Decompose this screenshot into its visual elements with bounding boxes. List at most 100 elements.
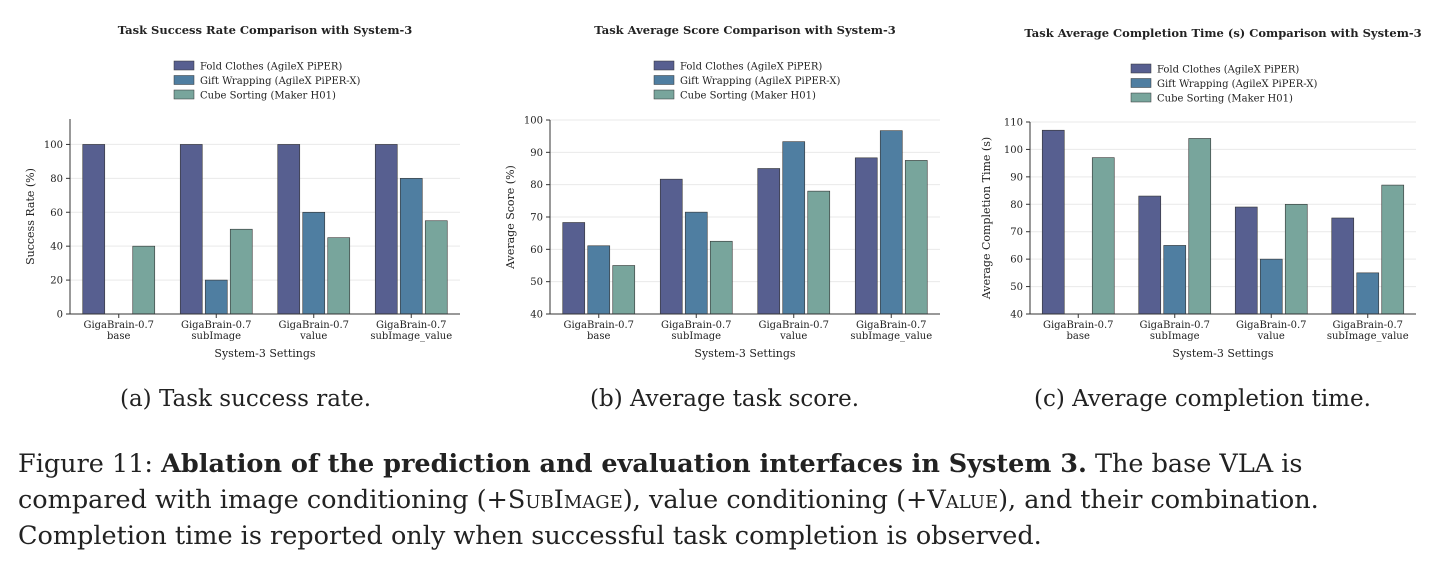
success-rate-bar-chart: Task Success Rate Comparison with System… — [24, 23, 460, 360]
chart-title: Task Average Score Comparison with Syste… — [594, 23, 895, 37]
caption-text-2: ), value conditioning (+ — [622, 485, 928, 515]
y-tick-label: 40 — [50, 242, 63, 253]
y-tick-label: 60 — [1010, 255, 1023, 266]
legend-swatch-fold — [173, 60, 195, 71]
y-tick-label: 90 — [530, 148, 543, 159]
bar-cube — [132, 245, 156, 315]
bar-fold — [854, 157, 878, 315]
bar-fold — [1331, 217, 1355, 315]
subcaption-c: (c) Average completion time. — [1034, 386, 1371, 412]
x-tick-label: subImage — [191, 331, 241, 342]
bar-fold — [82, 144, 106, 315]
bar-gift — [204, 279, 228, 315]
y-tick-label: 20 — [50, 276, 63, 287]
legend-swatch-fold — [653, 60, 675, 71]
bar-fold — [1041, 129, 1065, 315]
y-tick-label: 100 — [44, 140, 63, 151]
x-tick-label: value — [299, 331, 327, 342]
y-tick-label: 80 — [1010, 200, 1023, 211]
x-tick-label: GigaBrain-0.7 — [278, 320, 349, 331]
x-tick-label: GigaBrain-0.7 — [376, 320, 447, 331]
caption-value: Value — [927, 485, 999, 515]
y-axis-label: Average Score (%) — [504, 165, 517, 270]
bar-cube — [327, 237, 351, 315]
y-tick-label: 0 — [57, 310, 63, 321]
y-axis-label: Average Completion Time (s) — [980, 137, 993, 300]
x-axis-label: System-3 Settings — [694, 347, 795, 360]
caption-text-1: The base VLA is compared with image cond… — [18, 449, 1303, 515]
bar-gift — [587, 245, 611, 315]
bar-cube — [904, 160, 928, 315]
bar-gift — [782, 141, 806, 315]
legend-swatch-gift — [1130, 78, 1152, 88]
x-axis-label: System-3 Settings — [214, 347, 315, 360]
bar-cube — [1188, 138, 1212, 315]
x-tick-label: subImage — [671, 331, 721, 342]
chart-title: Task Success Rate Comparison with System… — [118, 23, 413, 37]
legend-label-fold: Fold Clothes (AgileX PiPER) — [1157, 65, 1299, 76]
x-tick-label: value — [779, 331, 807, 342]
x-tick-label: GigaBrain-0.7 — [1236, 320, 1307, 331]
bar-fold — [659, 178, 683, 315]
bar-cube — [1284, 203, 1308, 315]
y-tick-label: 70 — [1010, 227, 1023, 238]
chart-panel-completion-time: Task Average Completion Time (s) Compari… — [960, 0, 1444, 370]
x-tick-label: GigaBrain-0.7 — [563, 320, 634, 331]
x-tick-label: base — [1067, 331, 1090, 342]
x-tick-label: GigaBrain-0.7 — [1332, 320, 1403, 331]
y-tick-label: 60 — [50, 208, 63, 219]
chart-title: Task Average Completion Time (s) Compari… — [1024, 26, 1421, 40]
legend-label-cube: Cube Sorting (Maker H01) — [680, 91, 816, 102]
y-axis-label: Success Rate (%) — [24, 168, 37, 265]
x-tick-label: subImage_value — [1327, 331, 1409, 342]
bar-fold — [374, 144, 398, 315]
x-tick-label: GigaBrain-0.7 — [758, 320, 829, 331]
y-tick-label: 110 — [1004, 118, 1023, 129]
y-tick-label: 50 — [1010, 282, 1023, 293]
bar-gift — [684, 211, 708, 315]
legend-swatch-gift — [653, 75, 675, 85]
legend-swatch-gift — [173, 75, 195, 85]
x-tick-label: value — [1257, 331, 1285, 342]
chart-panel-success-rate: Task Success Rate Comparison with System… — [0, 0, 480, 370]
legend-label-gift: Gift Wrapping (AgileX PiPER-X) — [680, 76, 840, 87]
x-tick-label: GigaBrain-0.7 — [83, 320, 154, 331]
legend-swatch-cube — [1130, 92, 1152, 103]
caption-title: Ablation of the prediction and evaluatio… — [161, 449, 1087, 479]
average-score-bar-chart: Task Average Score Comparison with Syste… — [504, 23, 940, 360]
legend-swatch-cube — [653, 89, 675, 100]
bar-gift — [1356, 272, 1380, 315]
x-tick-label: base — [587, 331, 610, 342]
figure-caption: Figure 11: Ablation of the prediction an… — [18, 446, 1436, 554]
y-tick-label: 60 — [530, 245, 543, 256]
bar-cube — [709, 240, 733, 315]
subcaption-b: (b) Average task score. — [590, 386, 860, 412]
bar-cube — [1381, 184, 1405, 315]
bar-fold — [1138, 195, 1162, 315]
x-tick-label: subImage_value — [850, 331, 932, 342]
legend-label-gift: Gift Wrapping (AgileX PiPER-X) — [200, 76, 360, 87]
y-tick-label: 100 — [524, 116, 543, 127]
caption-label: Figure 11: — [18, 449, 154, 479]
completion-time-bar-chart: Task Average Completion Time (s) Compari… — [980, 26, 1422, 360]
legend-label-gift: Gift Wrapping (AgileX PiPER-X) — [1157, 79, 1317, 90]
y-tick-label: 80 — [50, 174, 63, 185]
chart-panel-average-score: Task Average Score Comparison with Syste… — [480, 0, 960, 370]
x-tick-label: subImage_value — [370, 331, 452, 342]
bar-gift — [1259, 258, 1283, 315]
legend-swatch-fold — [1130, 63, 1152, 74]
legend-label-fold: Fold Clothes (AgileX PiPER) — [680, 62, 822, 73]
caption-subimage: SubImage — [507, 485, 623, 515]
bar-fold — [277, 144, 301, 315]
bar-gift — [879, 130, 903, 315]
bar-fold — [757, 168, 781, 315]
bar-gift — [399, 178, 423, 315]
x-tick-label: GigaBrain-0.7 — [856, 320, 927, 331]
x-tick-label: GigaBrain-0.7 — [181, 320, 252, 331]
y-tick-label: 50 — [530, 277, 543, 288]
bar-fold — [1234, 206, 1258, 315]
bar-fold — [562, 222, 586, 315]
legend-label-fold: Fold Clothes (AgileX PiPER) — [200, 62, 342, 73]
x-tick-label: subImage — [1150, 331, 1200, 342]
bar-cube — [612, 265, 636, 315]
